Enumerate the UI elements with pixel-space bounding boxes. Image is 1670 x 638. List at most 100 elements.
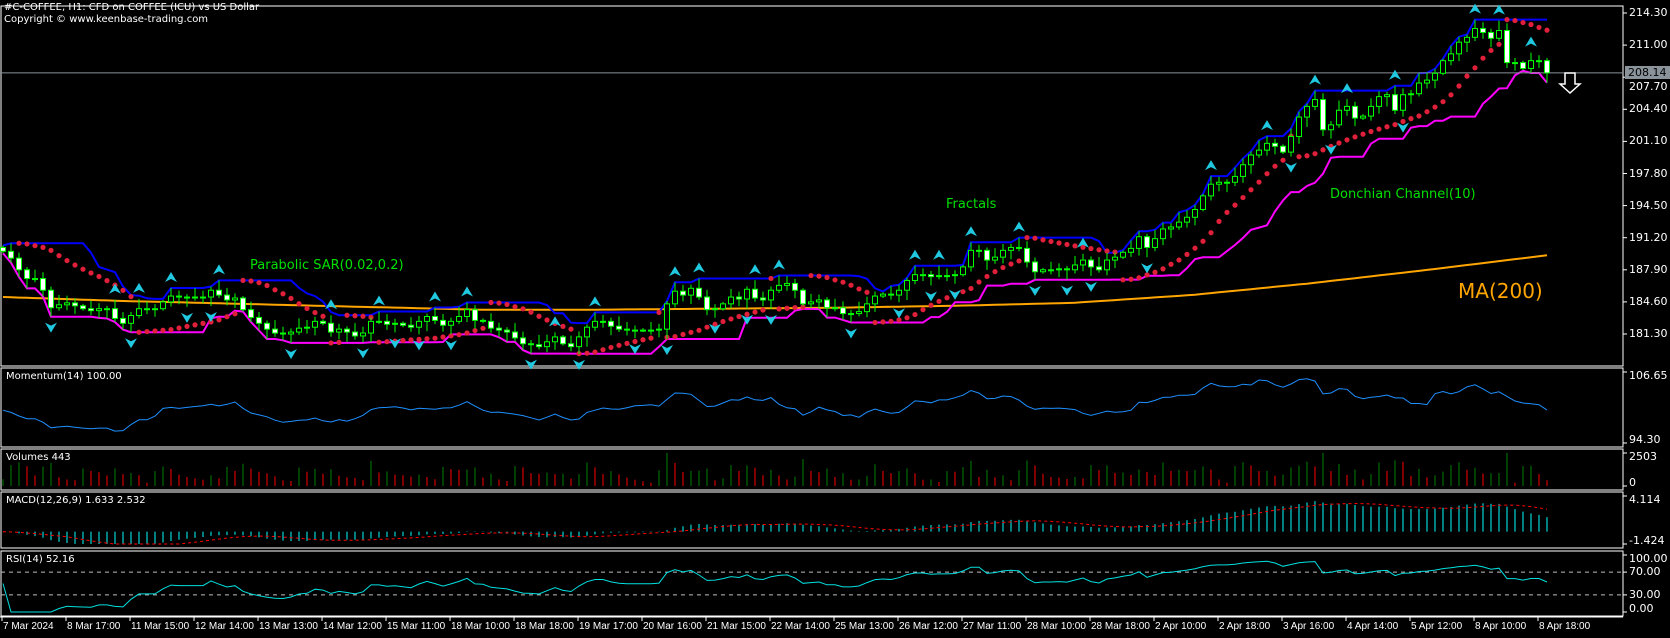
bear-candle xyxy=(1280,145,1286,153)
sar-dot xyxy=(232,311,238,317)
sar-dot xyxy=(1096,247,1102,253)
bear-candle xyxy=(472,309,478,321)
bear-candle xyxy=(928,274,934,278)
fractal-down-icon xyxy=(661,344,673,355)
sar-dot xyxy=(1352,134,1358,140)
fractal-down-icon xyxy=(1325,144,1337,155)
sar-dot xyxy=(1512,17,1518,24)
time-tick-label: 22 Mar 14:00 xyxy=(771,621,830,632)
bull-candle xyxy=(896,289,902,296)
sar-dot xyxy=(808,272,814,279)
sar-dot xyxy=(408,337,414,343)
bull-candle xyxy=(648,329,654,332)
momentum-axis-label: 94.30 xyxy=(1629,433,1661,446)
fractals-label: Fractals xyxy=(946,197,997,212)
sar-dot xyxy=(992,269,998,275)
sar-dot xyxy=(120,287,126,293)
bear-candle xyxy=(80,305,86,310)
bear-candle xyxy=(248,309,254,318)
bull-candle xyxy=(976,249,982,252)
bear-candle xyxy=(1024,247,1030,263)
bull-candle xyxy=(304,326,310,329)
bull-candle xyxy=(1296,116,1302,138)
bear-candle xyxy=(560,336,566,345)
sar-dot xyxy=(296,301,302,307)
sar-dot xyxy=(360,313,366,319)
bear-candle xyxy=(568,343,574,348)
sar-dot xyxy=(1360,131,1366,137)
sar-dot xyxy=(1544,27,1550,33)
sar-dot xyxy=(1128,276,1134,282)
bull-candle xyxy=(104,308,110,311)
fractal-down-icon xyxy=(893,308,905,319)
bear-candle xyxy=(240,297,246,311)
fractal-down-icon xyxy=(845,328,857,339)
sar-dot xyxy=(752,309,758,315)
sar-dot xyxy=(40,244,46,251)
price-tick-label: 211.00 xyxy=(1629,38,1668,52)
bull-candle xyxy=(856,311,862,315)
sar-dot xyxy=(1496,41,1502,47)
bull-candle xyxy=(1224,181,1230,184)
bull-candle xyxy=(1288,136,1294,153)
time-tick-label: 14 Mar 12:00 xyxy=(323,621,382,632)
sar-dot xyxy=(592,349,598,355)
sar-dot xyxy=(904,315,910,321)
bull-candle xyxy=(992,256,998,261)
fractal-up-icon xyxy=(1493,4,1505,15)
fractal-up-icon xyxy=(109,283,121,294)
bear-candle xyxy=(16,257,22,271)
volumes-axis-label: 0 xyxy=(1629,476,1636,489)
bear-candle xyxy=(352,331,358,337)
sar-dot xyxy=(320,313,326,319)
fractal-up-icon xyxy=(1205,160,1217,171)
bear-candle xyxy=(440,319,446,326)
bear-candle xyxy=(504,329,510,333)
fractal-up-icon xyxy=(1469,3,1481,14)
bear-candle xyxy=(1096,266,1102,271)
fractal-up-icon xyxy=(429,291,441,302)
sar-dot xyxy=(720,318,726,325)
bull-candle xyxy=(1048,269,1054,272)
bear-candle xyxy=(888,293,894,296)
sar-dot xyxy=(600,347,606,353)
bull-candle xyxy=(640,329,646,332)
donchian-channel-label: Donchian Channel(10) xyxy=(1330,187,1476,202)
bull-candle xyxy=(584,326,590,338)
sar-dot xyxy=(864,289,870,295)
fractal-up-icon xyxy=(325,299,337,310)
bull-candle xyxy=(832,307,838,310)
bull-candle xyxy=(1176,221,1182,228)
fractal-down-icon xyxy=(1029,285,1041,296)
sar-dot xyxy=(608,344,614,351)
momentum-axis-label: 106.65 xyxy=(1629,369,1668,382)
bull-candle xyxy=(664,303,670,330)
sar-dot xyxy=(144,328,150,335)
bull-candle xyxy=(64,302,70,306)
price-tick-label: 187.90 xyxy=(1629,262,1668,276)
bear-candle xyxy=(696,287,702,298)
sar-dot xyxy=(816,273,822,279)
bull-candle xyxy=(288,331,294,335)
sar-dot xyxy=(912,311,918,318)
time-tick-label: 3 Apr 16:00 xyxy=(1283,621,1335,632)
time-tick-label: 28 Mar 10:00 xyxy=(1027,621,1086,632)
price-tick-label: 201.10 xyxy=(1629,134,1668,148)
bull-candle xyxy=(1416,82,1422,95)
sar-dot xyxy=(736,313,742,320)
time-tick-label: 19 Mar 17:00 xyxy=(579,621,638,632)
bull-candle xyxy=(376,320,382,323)
price-tick-label: 194.50 xyxy=(1629,198,1668,212)
bear-candle xyxy=(344,328,350,333)
fractal-up-icon xyxy=(213,264,225,275)
sar-dot xyxy=(272,287,278,293)
bull-candle xyxy=(1344,105,1350,111)
time-tick-label: 4 Apr 14:00 xyxy=(1347,621,1399,632)
time-tick-label: 2 Apr 18:00 xyxy=(1219,621,1271,632)
bull-candle xyxy=(1112,256,1118,261)
fractal-up-icon xyxy=(1341,83,1353,94)
bull-candle xyxy=(1440,60,1446,74)
fractal-down-icon xyxy=(709,323,721,334)
bull-candle xyxy=(1184,216,1190,223)
